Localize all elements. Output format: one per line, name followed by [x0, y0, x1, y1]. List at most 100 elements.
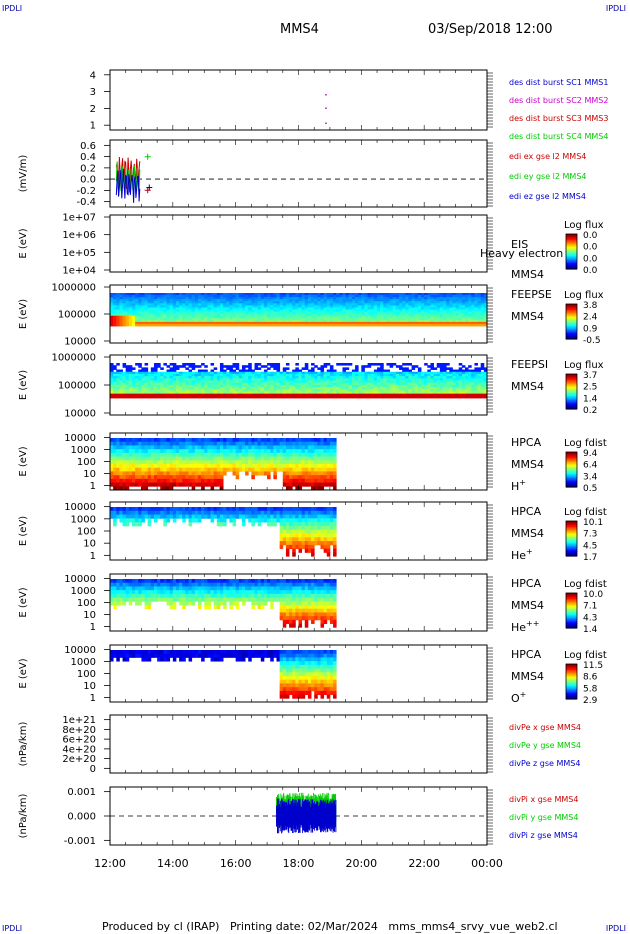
spectrogram-cell	[289, 301, 293, 304]
spectrogram-cell	[191, 475, 196, 480]
spectrogram-cell	[169, 445, 174, 450]
spectrogram-cell	[339, 373, 343, 377]
spectrogram-cell	[125, 378, 130, 381]
spectrogram-cell	[257, 395, 262, 399]
spectrogram-cell	[241, 371, 246, 375]
spectrogram-cell	[439, 315, 444, 319]
spectrogram-cell	[197, 365, 202, 368]
spectrogram-cell	[333, 321, 337, 325]
spectrogram-cell	[452, 313, 456, 317]
spectrogram-cell	[307, 376, 312, 379]
spectrogram-cell	[458, 373, 463, 377]
spectrogram-cell	[402, 293, 406, 296]
spectrogram-cell	[301, 293, 306, 296]
spectrogram-cell	[298, 369, 303, 373]
spectrogram-cell	[301, 371, 306, 375]
spectrogram-cell	[452, 323, 456, 327]
spectrogram-cell	[377, 319, 381, 323]
spectrogram-cell	[311, 380, 315, 384]
spectrogram-cell	[424, 395, 428, 399]
spectrogram-cell	[449, 376, 453, 379]
spectrogram-cell	[179, 305, 183, 308]
spectrogram-cell	[263, 391, 268, 395]
spectrogram-cell	[238, 460, 243, 465]
spectrogram-cell	[380, 315, 384, 319]
spectrogram-cell	[251, 371, 255, 375]
spectrogram-cell	[229, 456, 233, 461]
spectrogram-cell	[480, 363, 485, 366]
spectrogram-cell	[251, 380, 255, 384]
spectrogram-cell	[216, 378, 221, 381]
spectrogram-cell	[399, 378, 403, 381]
spectrogram-cell	[301, 317, 306, 321]
spectrogram-cell	[367, 391, 372, 395]
spectrogram-cell	[248, 373, 252, 377]
spectrogram-cell	[144, 460, 149, 465]
spectrogram-cell	[364, 293, 369, 296]
spectrogram-cell	[282, 395, 287, 399]
spectrogram-cell	[273, 467, 277, 472]
spectrogram-cell	[443, 307, 447, 310]
spectrogram-cell	[248, 363, 252, 366]
spectrogram-cell	[373, 297, 378, 300]
spectrogram-cell	[465, 389, 469, 392]
spectrogram-cell	[276, 307, 281, 310]
spectrogram-cell	[483, 382, 487, 386]
spectrogram-cell	[433, 367, 438, 370]
spectrogram-cell	[166, 387, 171, 390]
spectrogram-cell	[480, 387, 485, 390]
spectrogram-cell	[147, 297, 152, 300]
spectrogram-cell	[301, 478, 306, 483]
spectrogram-cell	[329, 395, 334, 399]
spectrogram-cell	[147, 311, 152, 315]
spectrogram-cell	[175, 452, 180, 457]
spectrogram-cell	[197, 307, 202, 310]
spectrogram-cell	[289, 382, 293, 386]
spectrogram-cell	[443, 313, 447, 317]
spectrogram-cell	[443, 369, 447, 373]
spectrogram-cell	[317, 301, 321, 304]
spectrogram-cell	[188, 438, 193, 443]
spectrogram-cell	[446, 299, 450, 302]
spectrogram-cell	[229, 319, 233, 323]
spectrogram-cell	[229, 293, 233, 296]
spectrogram-cell	[364, 380, 369, 384]
spectrogram-cell	[175, 305, 180, 308]
spectrogram-cell	[304, 321, 309, 325]
spectrogram-cell	[125, 317, 130, 321]
panel-frame	[109, 69, 488, 131]
spectrogram-cell	[248, 378, 252, 381]
spectrogram-cell	[336, 303, 340, 306]
spectrogram-cell	[311, 313, 315, 317]
spectrogram-cell	[207, 395, 211, 399]
spectrogram-cell	[232, 460, 237, 465]
spectrogram-cell	[364, 395, 369, 399]
spectrogram-cell	[367, 301, 372, 304]
spectrogram-cell	[483, 297, 487, 300]
spectrogram-cell	[320, 319, 325, 323]
spectrogram-cell	[417, 395, 422, 399]
spectrogram-cell	[260, 467, 265, 472]
spectrogram-cell	[263, 323, 268, 327]
spectrogram-cell	[153, 460, 158, 465]
spectrogram-cell	[351, 382, 356, 386]
spectrogram-cell	[279, 376, 284, 379]
spectrogram-cell	[304, 452, 309, 457]
spectrogram-cell	[348, 293, 353, 296]
spectrogram-cell	[317, 295, 321, 298]
spectrogram-cell	[386, 307, 391, 310]
spectrogram-cell	[241, 467, 246, 472]
spectrogram-cell	[226, 467, 230, 472]
spectrogram-cell	[326, 363, 331, 366]
spectrogram-cell	[257, 441, 262, 446]
spectrogram-cell	[179, 297, 183, 300]
spectrogram-cell	[389, 371, 394, 375]
spectrogram-cell	[304, 438, 309, 443]
spectrogram-cell	[282, 382, 287, 386]
spectrogram-cell	[474, 371, 478, 375]
spectrogram-cell	[474, 319, 478, 323]
spectrogram-cell	[270, 387, 274, 390]
spectrogram-cell	[317, 299, 321, 302]
spectrogram-cell	[138, 297, 142, 300]
spectrogram-cell	[276, 363, 281, 366]
